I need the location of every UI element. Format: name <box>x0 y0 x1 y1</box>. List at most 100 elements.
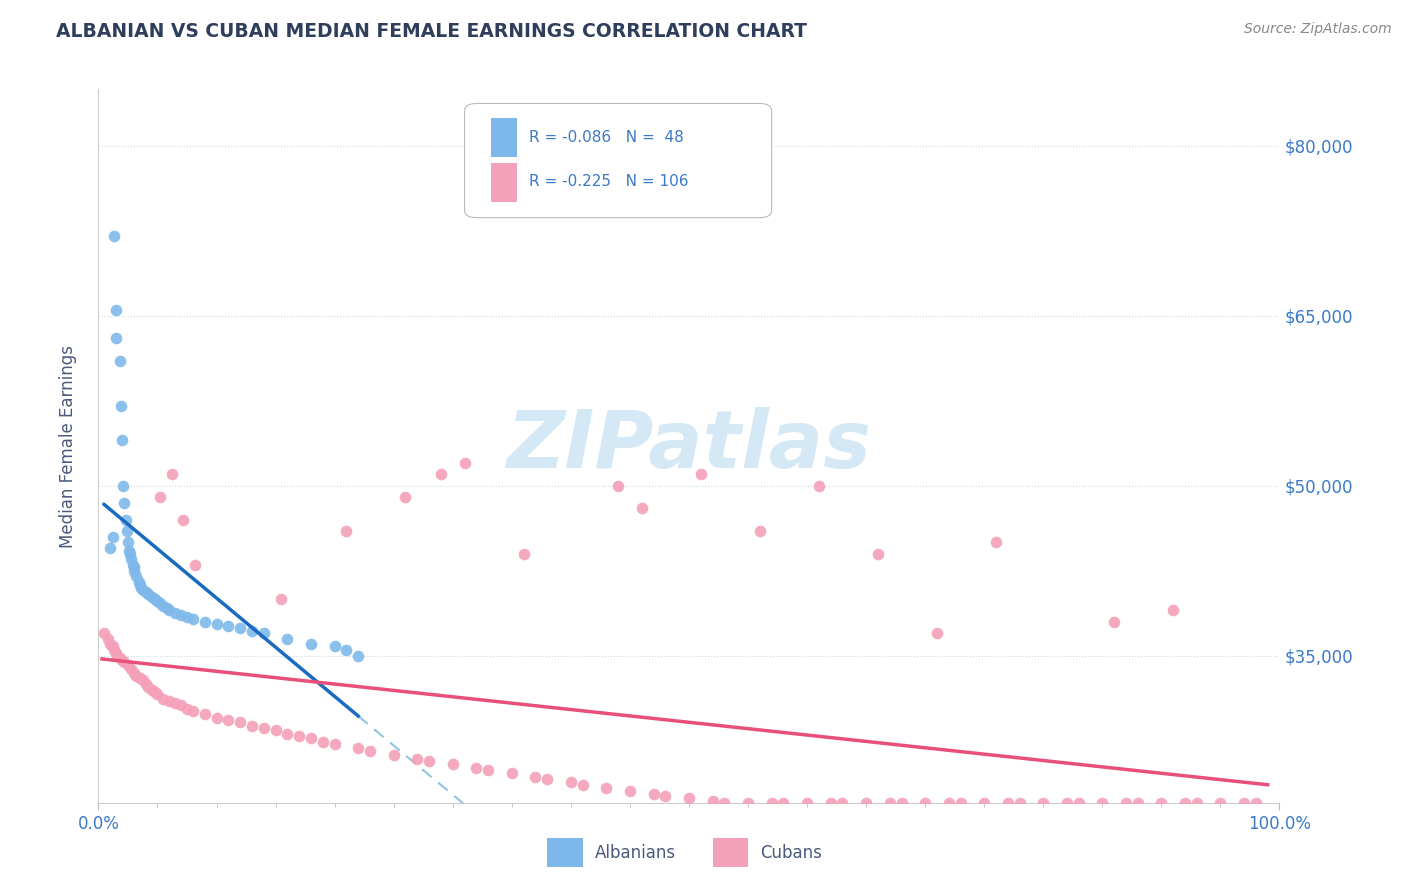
Point <box>160 467 183 482</box>
Point <box>170 607 193 622</box>
Point <box>118 544 141 558</box>
Point <box>441 757 464 772</box>
Point <box>157 694 180 708</box>
Point <box>276 632 298 646</box>
Point <box>114 513 136 527</box>
Point <box>359 744 381 758</box>
Point <box>264 723 287 738</box>
Point <box>121 552 143 566</box>
Point <box>1161 603 1184 617</box>
Point <box>335 643 357 657</box>
Point <box>1126 796 1149 810</box>
Point <box>98 541 121 555</box>
Point <box>194 615 217 629</box>
Point <box>713 796 735 810</box>
Point <box>299 731 322 746</box>
Point <box>128 671 150 685</box>
Point <box>128 578 150 592</box>
Point <box>501 766 523 780</box>
Point <box>1067 796 1090 810</box>
Point <box>136 680 159 694</box>
Point <box>619 784 641 798</box>
Point <box>135 585 157 599</box>
Point <box>702 793 724 807</box>
Point <box>347 741 370 756</box>
FancyBboxPatch shape <box>464 103 772 218</box>
Point <box>1185 796 1208 810</box>
Point <box>217 713 239 727</box>
Point <box>205 616 228 631</box>
Point <box>135 677 157 691</box>
Text: R = -0.225   N = 106: R = -0.225 N = 106 <box>530 175 689 189</box>
Point <box>108 354 131 368</box>
Point <box>820 796 842 810</box>
Point <box>1233 796 1256 810</box>
Point <box>571 778 593 792</box>
Point <box>997 796 1019 810</box>
Point <box>122 564 145 578</box>
Point <box>512 547 534 561</box>
Point <box>128 574 150 589</box>
Point <box>253 626 276 640</box>
Point <box>276 727 298 741</box>
Point <box>323 737 346 751</box>
Point <box>108 650 131 665</box>
Point <box>796 796 818 810</box>
Text: Source: ZipAtlas.com: Source: ZipAtlas.com <box>1244 22 1392 37</box>
Point <box>689 467 711 482</box>
Point <box>1091 796 1114 810</box>
Point <box>406 751 429 765</box>
Point <box>103 229 125 244</box>
Point <box>149 490 172 504</box>
Point <box>890 796 912 810</box>
Point <box>101 640 124 654</box>
Point <box>453 456 475 470</box>
Point <box>125 569 148 583</box>
Text: Cubans: Cubans <box>759 844 821 862</box>
Point <box>205 711 228 725</box>
Point <box>121 662 143 676</box>
Point <box>240 719 263 733</box>
Point <box>394 490 416 504</box>
Point <box>465 761 488 775</box>
Point <box>117 657 139 672</box>
Point <box>103 643 125 657</box>
Bar <box>547 838 582 867</box>
Point <box>98 637 121 651</box>
Point <box>335 524 357 538</box>
Point <box>129 581 152 595</box>
Point <box>772 796 794 810</box>
Point <box>176 702 198 716</box>
Point <box>105 646 128 660</box>
Point <box>105 331 128 345</box>
Point <box>560 775 582 789</box>
Point <box>121 558 143 572</box>
Y-axis label: Median Female Earnings: Median Female Earnings <box>59 344 77 548</box>
Point <box>229 715 252 730</box>
Text: Albanians: Albanians <box>595 844 675 862</box>
Point <box>181 612 204 626</box>
Point <box>184 558 207 572</box>
Point <box>288 729 311 743</box>
Point <box>122 560 145 574</box>
Point <box>112 656 135 670</box>
Point <box>181 704 204 718</box>
Point <box>855 796 877 810</box>
Point <box>143 685 166 699</box>
Point <box>1056 796 1078 810</box>
Point <box>630 501 652 516</box>
Point <box>807 478 830 492</box>
Point <box>101 530 124 544</box>
Point <box>607 478 630 492</box>
Point <box>125 669 148 683</box>
Point <box>229 621 252 635</box>
Point <box>973 796 995 810</box>
Point <box>323 640 346 654</box>
Point <box>879 796 901 810</box>
Point <box>141 590 163 604</box>
Point <box>111 434 134 448</box>
Point <box>914 796 936 810</box>
Point <box>595 780 617 795</box>
Point <box>748 524 770 538</box>
Point <box>93 626 115 640</box>
